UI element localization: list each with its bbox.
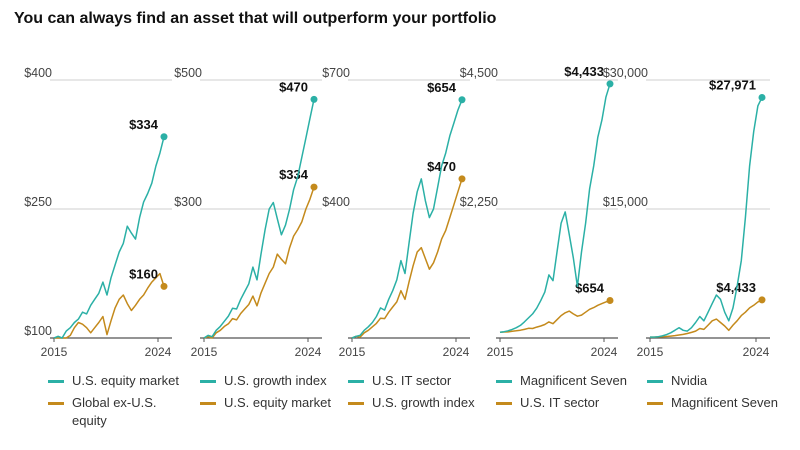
legend-label: Magnificent Seven <box>520 373 627 388</box>
chart-title: You can always find an asset that will o… <box>14 10 497 27</box>
end-value-label: $654 <box>575 281 605 296</box>
legend-item: Global ex-U.S. equity <box>44 394 184 430</box>
legend-swatch <box>348 380 364 383</box>
legend-panel-4: Magnificent Seven U.S. IT sector <box>492 372 632 416</box>
series-line-magnificent-seven <box>499 83 611 334</box>
end-point <box>758 296 766 304</box>
legend-item: U.S. equity market <box>196 394 336 412</box>
end-point <box>310 95 318 103</box>
end-point <box>458 96 466 104</box>
series-line-global-ex-u-s-equity <box>54 272 165 339</box>
y-tick-label: $300 <box>174 195 202 209</box>
x-tick-label: 2024 <box>743 345 770 359</box>
y-tick-label: $700 <box>322 66 350 80</box>
legend-swatch <box>496 402 512 405</box>
legend-item: U.S. growth index <box>344 394 484 412</box>
legend-label: U.S. IT sector <box>520 395 600 410</box>
x-tick-label: 2015 <box>637 345 664 359</box>
x-tick-label: 2024 <box>295 345 322 359</box>
end-value-label: $654 <box>427 80 457 95</box>
series-line-u-s-equity-market <box>53 136 165 339</box>
x-tick-label: 2015 <box>339 345 366 359</box>
y-tick-label: $15,000 <box>603 195 648 209</box>
legend-label: Global ex-U.S. equity <box>72 395 157 428</box>
end-value-label: $334 <box>279 167 309 182</box>
end-point <box>606 297 614 305</box>
end-value-label: $470 <box>279 79 308 94</box>
series-line-u-s-equity-market <box>203 186 315 339</box>
legend-label: Nvidia <box>671 373 708 388</box>
legend-label: U.S. equity market <box>72 373 179 388</box>
legend-panel-1: U.S. equity market Global ex-U.S. equity <box>44 372 184 434</box>
legend-item: U.S. equity market <box>44 372 184 390</box>
end-point <box>606 80 614 88</box>
series-line-u-s-it-sector <box>351 99 463 339</box>
y-tick-label: $4,500 <box>460 66 498 80</box>
series-line-u-s-growth-index <box>351 178 463 339</box>
legend-panel-3: U.S. IT sector U.S. growth index <box>344 372 484 416</box>
y-tick-label: $2,250 <box>460 195 498 209</box>
end-point <box>160 133 168 141</box>
end-value-label: $160 <box>129 266 158 281</box>
y-tick-label: $250 <box>24 195 52 209</box>
end-value-label: $27,971 <box>709 77 756 92</box>
legend-swatch <box>200 402 216 405</box>
legend-swatch <box>496 380 512 383</box>
legend-item: U.S. IT sector <box>492 394 632 412</box>
legend-label: U.S. equity market <box>224 395 331 410</box>
series-line-nvidia <box>650 97 763 338</box>
end-value-label: $334 <box>129 117 159 132</box>
x-tick-label: 2015 <box>41 345 68 359</box>
legend-label: U.S. growth index <box>224 373 327 388</box>
end-point <box>160 282 168 290</box>
legend-item: Magnificent Seven <box>492 372 632 390</box>
series-line-magnificent-seven <box>650 299 763 338</box>
legend-swatch <box>200 380 216 383</box>
x-tick-label: 2015 <box>191 345 218 359</box>
legend-item: U.S. growth index <box>196 372 336 390</box>
legend-swatch <box>647 402 663 405</box>
x-tick-label: 2015 <box>487 345 514 359</box>
series-line-u-s-growth-index <box>203 99 315 339</box>
legend-swatch <box>348 402 364 405</box>
end-value-label: $4,433 <box>564 64 604 79</box>
legend-label: U.S. IT sector <box>372 373 452 388</box>
series-line-u-s-it-sector <box>499 299 611 334</box>
legend-label: Magnificent Seven <box>671 395 778 410</box>
legend-swatch <box>48 402 64 405</box>
legend-swatch <box>647 380 663 383</box>
end-point <box>310 183 318 191</box>
end-value-label: $4,433 <box>716 280 756 295</box>
y-tick-label: $30,000 <box>603 66 648 80</box>
y-tick-label: $100 <box>24 324 52 338</box>
x-tick-label: 2024 <box>443 345 470 359</box>
legend-swatch <box>48 380 64 383</box>
legend-item: Nvidia <box>643 372 783 390</box>
legend-item: U.S. IT sector <box>344 372 484 390</box>
end-point <box>758 93 766 101</box>
legend-panel-5: Nvidia Magnificent Seven <box>643 372 783 416</box>
legend-label: U.S. growth index <box>372 395 475 410</box>
x-tick-label: 2024 <box>591 345 618 359</box>
y-tick-label: $400 <box>24 66 52 80</box>
y-tick-label: $500 <box>174 66 202 80</box>
x-tick-label: 2024 <box>145 345 172 359</box>
legend-item: Magnificent Seven <box>643 394 783 412</box>
end-point <box>458 175 466 183</box>
y-tick-label: $400 <box>322 195 350 209</box>
legend-panel-2: U.S. growth index U.S. equity market <box>196 372 336 416</box>
